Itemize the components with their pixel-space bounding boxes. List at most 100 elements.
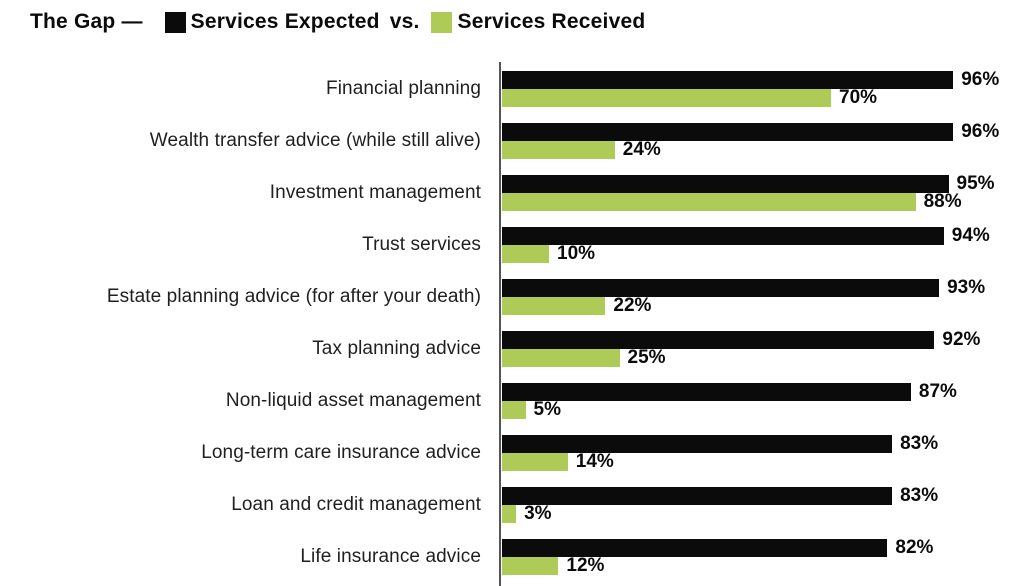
category-label: Financial planning	[326, 78, 481, 99]
legend-swatch-received	[431, 11, 453, 33]
expected-bar-line: 95%	[502, 173, 1024, 194]
chart-row: Trust services 94% 10%	[0, 225, 1024, 264]
received-bar-line: 5%	[502, 399, 1024, 420]
category-label: Long-term care insurance advice	[201, 442, 481, 463]
expected-value-label: 95%	[956, 173, 995, 194]
bar-chart: Financial planning 96% 70% Wealth transfer …	[0, 62, 1024, 586]
expected-bar	[502, 383, 911, 401]
received-bar	[502, 141, 615, 159]
chart-title: The Gap — Services Expected vs. Services…	[30, 10, 655, 34]
received-value-label: 24%	[622, 139, 661, 160]
received-value-label: 3%	[524, 503, 552, 524]
bar-group: 83% 14%	[500, 433, 1024, 472]
chart-row: Investment management 95% 88%	[0, 173, 1024, 212]
bar-group: 94% 10%	[500, 225, 1024, 264]
received-bar-line: 3%	[502, 503, 1024, 524]
legend-swatch-expected	[164, 11, 186, 33]
chart-row: Tax planning advice 92% 25%	[0, 329, 1024, 368]
category-label: Wealth transfer advice (while still aliv…	[149, 130, 481, 151]
received-value-label: 10%	[557, 243, 596, 264]
bar-group: 87% 5%	[500, 381, 1024, 420]
received-bar	[502, 297, 606, 315]
category-label: Loan and credit management	[231, 494, 481, 515]
legend-label-expected: Services Expected	[190, 10, 380, 33]
category-label: Investment management	[269, 182, 481, 203]
expected-value-label: 83%	[900, 485, 939, 506]
expected-bar-line: 96%	[502, 69, 1024, 90]
expected-bar-line: 94%	[502, 225, 1024, 246]
expected-bar-line: 87%	[502, 381, 1024, 402]
bar-group: 96% 24%	[500, 121, 1024, 160]
received-bar-line: 12%	[502, 555, 1024, 576]
expected-bar-line: 83%	[502, 485, 1024, 506]
chart-rows: Financial planning 96% 70% Wealth transfer …	[0, 69, 1024, 576]
expected-bar	[502, 331, 935, 349]
received-value-label: 25%	[627, 347, 666, 368]
chart-row: Loan and credit management 83% 3%	[0, 485, 1024, 524]
received-bar-line: 14%	[502, 451, 1024, 472]
received-value-label: 70%	[839, 87, 878, 108]
chart-row: Wealth transfer advice (while still aliv…	[0, 121, 1024, 160]
chart-row: Long-term care insurance advice 83% 14%	[0, 433, 1024, 472]
expected-bar	[502, 487, 893, 505]
legend-separator: vs.	[389, 10, 420, 33]
title-prefix: The Gap —	[30, 10, 143, 33]
received-bar-line: 10%	[502, 243, 1024, 264]
received-bar-line: 25%	[502, 347, 1024, 368]
chart-row: Estate planning advice (for after your d…	[0, 277, 1024, 316]
received-bar-line: 22%	[502, 295, 1024, 316]
expected-value-label: 87%	[918, 381, 957, 402]
expected-bar	[502, 175, 949, 193]
category-label: Tax planning advice	[312, 338, 481, 359]
bar-group: 83% 3%	[500, 485, 1024, 524]
expected-bar	[502, 123, 954, 141]
received-value-label: 14%	[575, 451, 614, 472]
bar-group: 82% 12%	[500, 537, 1024, 576]
expected-value-label: 96%	[961, 69, 1000, 90]
received-bar	[502, 245, 549, 263]
received-value-label: 88%	[923, 191, 962, 212]
expected-bar-line: 83%	[502, 433, 1024, 454]
received-value-label: 22%	[613, 295, 652, 316]
expected-bar	[502, 435, 893, 453]
received-bar-line: 70%	[502, 87, 1024, 108]
received-bar-line: 24%	[502, 139, 1024, 160]
expected-bar-line: 82%	[502, 537, 1024, 558]
chart-row: Financial planning 96% 70%	[0, 69, 1024, 108]
category-label: Trust services	[362, 234, 481, 255]
received-bar	[502, 557, 559, 575]
expected-bar-line: 93%	[502, 277, 1024, 298]
legend-label-received: Services Received	[457, 10, 646, 33]
y-axis-line	[499, 62, 501, 586]
received-bar	[502, 453, 568, 471]
chart-row: Non-liquid asset management 87% 5%	[0, 381, 1024, 420]
category-label: Life insurance advice	[300, 546, 481, 567]
expected-value-label: 94%	[951, 225, 990, 246]
category-label: Estate planning advice (for after your d…	[106, 286, 481, 307]
received-bar	[502, 401, 526, 419]
expected-value-label: 93%	[947, 277, 986, 298]
received-bar	[502, 193, 916, 211]
category-label: Non-liquid asset management	[225, 390, 481, 411]
expected-bar	[502, 279, 940, 297]
received-bar	[502, 349, 620, 367]
received-bar-line: 88%	[502, 191, 1024, 212]
received-bar	[502, 89, 831, 107]
received-bar	[502, 505, 517, 523]
expected-bar	[502, 227, 944, 245]
expected-bar	[502, 539, 888, 557]
received-value-label: 12%	[566, 555, 605, 576]
expected-bar-line: 96%	[502, 121, 1024, 142]
expected-value-label: 82%	[895, 537, 934, 558]
expected-bar	[502, 71, 954, 89]
expected-value-label: 96%	[961, 121, 1000, 142]
expected-value-label: 92%	[942, 329, 981, 350]
received-value-label: 5%	[533, 399, 561, 420]
bar-group: 92% 25%	[500, 329, 1024, 368]
bar-group: 96% 70%	[500, 69, 1024, 108]
expected-value-label: 83%	[900, 433, 939, 454]
bar-group: 93% 22%	[500, 277, 1024, 316]
chart-row: Life insurance advice 82% 12%	[0, 537, 1024, 576]
bar-group: 95% 88%	[500, 173, 1024, 212]
expected-bar-line: 92%	[502, 329, 1024, 350]
